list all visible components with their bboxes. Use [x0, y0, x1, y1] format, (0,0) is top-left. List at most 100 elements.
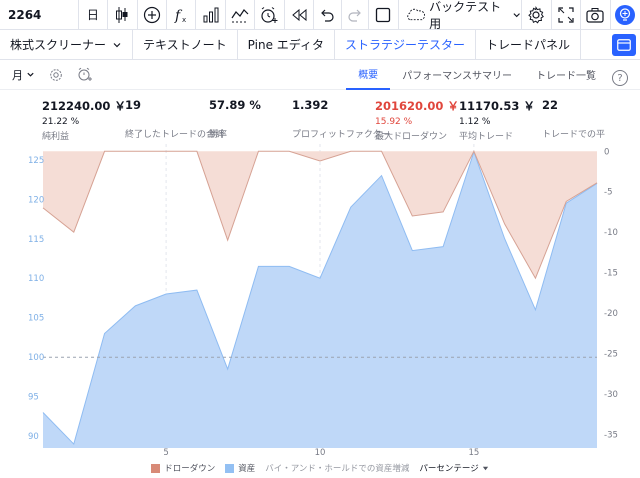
stat-value: 19 [125, 98, 142, 112]
chevron-down-icon [513, 12, 520, 17]
tab-text-notes[interactable]: テキストノート [133, 30, 238, 59]
layout-name-dropdown[interactable]: バックテスト用 [399, 0, 523, 31]
chart-type-button[interactable] [108, 0, 138, 30]
tab-pine-editor[interactable]: Pine エディタ [238, 30, 335, 59]
alarm-plus-icon[interactable] [77, 67, 93, 82]
legend-buy-and-hold[interactable]: バイ・アンド・ホールドでの資産増減 [265, 462, 409, 474]
stat-percent: 15.92 % [375, 117, 413, 127]
x-axis-tick-label: 5 [163, 448, 168, 456]
compare-button[interactable] [138, 0, 167, 30]
snapshot-button[interactable] [581, 0, 611, 30]
interval-button[interactable]: 日 [79, 0, 109, 30]
rewind-icon [292, 8, 307, 21]
stat-profit-factor: 1.392 プロフィットファクター [292, 98, 390, 140]
legend-label: バイ・アンド・ホールドでの資産増減 [265, 464, 410, 474]
alert-button[interactable] [255, 0, 285, 30]
stat-value: 1.392 [292, 98, 329, 112]
candles-icon [116, 6, 128, 23]
x-axis-tick-label: 10 [315, 448, 326, 456]
tab-strategy-tester[interactable]: ストラテジーテスター [335, 30, 476, 59]
stat-percent [542, 115, 605, 125]
right-axis-tick-label: -20 [604, 309, 618, 319]
right-axis-tick-label: 0 [604, 147, 609, 157]
left-axis-tick-label: 125 [28, 156, 44, 166]
settings-gear-icon[interactable] [49, 68, 63, 82]
equity-area [43, 151, 597, 448]
gear-icon [528, 5, 545, 23]
right-axis-tick-label: -30 [604, 390, 618, 400]
layout-name: バックテスト用 [429, 0, 502, 31]
legend-label: 資産 [238, 464, 256, 474]
right-axis-tick-label: -5 [604, 188, 612, 198]
fullscreen-icon [558, 6, 574, 23]
bottom-panel-tabs: 株式スクリーナー テキストノート Pine エディタ ストラテジーテスター トレ… [0, 30, 640, 60]
left-axis-tick-label: 115 [28, 235, 44, 245]
period-label: 月 [12, 68, 23, 82]
stat-value: 212240.00 ￥ [42, 99, 126, 113]
stat-value: 201620.00 ￥ [375, 99, 459, 113]
stat-max-drawdown: 201620.00 ￥ 15.92 % 最大ドローダウン [375, 98, 459, 142]
tab-trading-panel[interactable]: トレードパネル [476, 30, 581, 59]
tab-label: 株式スクリーナー [10, 38, 107, 52]
panel-toggle-button[interactable] [608, 30, 640, 59]
stat-label: プロフィットファクター [292, 130, 391, 140]
stat-total-closed-trades: 19 終了したトレードの合計 [125, 98, 224, 140]
legend-label: ドローダウン [164, 464, 216, 474]
tab-label: ストラテジーテスター [344, 38, 465, 52]
stat-percent [209, 115, 261, 125]
camera-icon [586, 7, 604, 23]
alarm-plus-icon [261, 6, 278, 23]
settings-button[interactable] [522, 0, 552, 30]
left-axis-tick-label: 90 [28, 432, 39, 442]
stat-label: 最大ドローダウン [375, 132, 448, 142]
stat-label: 純利益 [42, 132, 70, 142]
undo-button[interactable] [314, 0, 342, 30]
svg-text:x: x [182, 16, 186, 24]
stat-label: 終了したトレードの合計 [125, 130, 225, 140]
equity-drawdown-chart: 90951001051101151201250-5-10-15-20-25-30… [28, 144, 618, 458]
tab-performance-summary[interactable]: パフォーマンスサマリー [402, 71, 512, 82]
tab-trade-list[interactable]: トレード一覧 [536, 71, 596, 82]
right-axis-tick-label: -35 [604, 430, 618, 440]
stat-percent: 21.22 % [42, 117, 80, 127]
stat-net-profit: 212240.00 ￥ 21.22 % 純利益 [42, 98, 126, 142]
chevron-down-icon [27, 72, 34, 77]
period-dropdown[interactable]: 月 [12, 67, 35, 83]
financials-button[interactable] [196, 0, 226, 30]
legend-drawdown[interactable]: ドローダウン [151, 462, 215, 474]
stat-label: 勝率 [209, 130, 228, 140]
stat-value: 22 [542, 98, 559, 112]
layout-button[interactable] [369, 0, 399, 30]
chart-legend: ドローダウン 資産 バイ・アンド・ホールドでの資産増減 パーセンテージ [0, 460, 640, 476]
right-axis-tick-label: -25 [604, 349, 618, 359]
equity-chart: 90 95 100 105 110 115 120 125 0 -5 -10 -15 -20 -25 -30… [0, 140, 640, 458]
redo-button[interactable] [342, 0, 370, 30]
right-axis-tick-label: -10 [604, 228, 618, 238]
tab-overview[interactable]: 概要 [346, 60, 391, 90]
left-axis-tick-label: 95 [28, 393, 39, 403]
scale-mode-dropdown[interactable]: パーセンテージ [419, 462, 488, 474]
stat-avg-bars-in-trade: 22 トレードでの平 [542, 98, 605, 140]
fullscreen-button[interactable] [552, 0, 582, 30]
undo-icon [321, 9, 334, 22]
bar-chart-icon [203, 7, 219, 22]
help-icon[interactable]: ? [612, 70, 628, 86]
left-axis-tick-label: 110 [28, 274, 44, 284]
ideas-button[interactable] [611, 0, 640, 30]
tab-label: トレードパネル [485, 38, 570, 52]
tab-stock-screener[interactable]: 株式スクリーナー [0, 30, 134, 59]
legend-equity[interactable]: 資産 [225, 462, 255, 474]
drawdown-area [43, 151, 597, 279]
replay-button[interactable] [285, 0, 315, 30]
symbol-search[interactable]: 2264 [0, 0, 79, 30]
drawdown-line [42, 150, 598, 280]
tab-label: Pine エディタ [247, 38, 324, 52]
stat-percent: 1.12 % [459, 117, 491, 127]
caret-down-icon [482, 466, 488, 470]
tab-label: テキストノート [143, 38, 227, 52]
stat-value: 11170.53 ￥ [459, 99, 535, 113]
stats-row: 212240.00 ￥ 21.22 % 純利益 19 終了したトレードの合計 5… [0, 92, 640, 142]
templates-button[interactable] [226, 0, 256, 30]
